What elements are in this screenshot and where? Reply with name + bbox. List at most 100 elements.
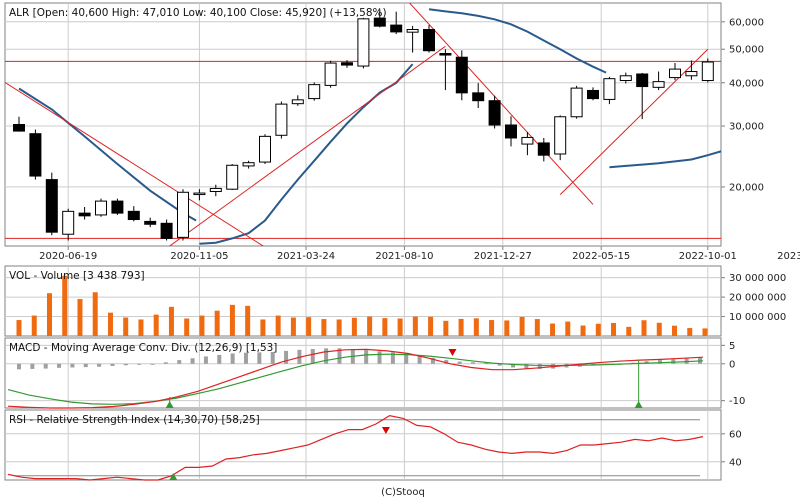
volume-bar: [504, 320, 510, 336]
buy-signal-marker: [634, 401, 643, 408]
rsi-y-ticks: 60 40: [721, 429, 742, 468]
macd-histogram-bar: [444, 360, 449, 364]
volume-bar: [138, 319, 144, 336]
volume-bar: [397, 318, 403, 336]
candle-body: [78, 212, 91, 217]
rsi-lines: [7, 414, 704, 481]
rsi-markers: [169, 427, 390, 480]
candle-up: [259, 134, 271, 164]
candle-body: [505, 124, 517, 139]
candle-body: [472, 92, 485, 102]
volume-bar: [123, 317, 129, 336]
volume-bar: [336, 319, 342, 336]
macd-histogram-bar: [230, 353, 235, 364]
macd-histogram-bar: [190, 358, 195, 364]
macd-histogram-bar: [537, 363, 542, 369]
macd-histogram-bar: [377, 351, 382, 364]
price-x-tick-label: 2022-05-15: [572, 251, 630, 262]
candle-up: [226, 163, 239, 190]
moving-average-line: [199, 63, 414, 245]
volume-bar: [550, 323, 556, 336]
macd-histogram-bar: [284, 350, 289, 364]
candle-body: [144, 220, 157, 225]
candle-up: [193, 189, 206, 201]
candle-down: [472, 83, 485, 109]
candle-body: [29, 133, 42, 177]
volume-bar: [168, 306, 174, 336]
candle-up: [209, 184, 222, 197]
price-title: ALR [Open: 40,600 High: 47,010 Low: 40,1…: [9, 7, 387, 19]
volume-bar: [16, 320, 22, 336]
price-trend-line: [168, 45, 446, 246]
volume-bars: [16, 275, 708, 336]
candle-down: [127, 206, 140, 222]
macd-histogram-bar: [511, 363, 516, 368]
volume-bar: [260, 319, 266, 336]
price-x-ticks: 2020-06-19 2020-11-05 2021-03-24 2021-08-10…: [39, 246, 800, 262]
candle-down: [341, 60, 353, 68]
candle-down: [373, 9, 386, 28]
candle-up: [619, 72, 632, 84]
volume-bar: [412, 316, 418, 336]
price-x-tick-label: 2020-06-19: [39, 251, 97, 262]
price-y-tick-label: 40,000: [729, 78, 764, 89]
macd-histogram-bar: [177, 360, 182, 364]
footer-credit: (C)Stooq: [381, 487, 425, 498]
volume-bar: [382, 318, 388, 336]
buy-signal-marker: [165, 401, 174, 408]
volume-bar: [184, 318, 190, 336]
volume-bar: [214, 310, 220, 336]
macd-histogram-bar: [244, 352, 248, 364]
macd-histogram-bar: [457, 361, 462, 364]
candle-up: [603, 76, 616, 105]
candle-body: [619, 75, 632, 82]
candle-up: [275, 101, 288, 139]
candle-body: [209, 187, 222, 193]
candle-down: [488, 95, 501, 129]
volume-bar: [31, 315, 37, 336]
price-x-tick-label: 2021-12-27: [474, 251, 532, 262]
volume-y-tick-label: 30 000 000: [729, 273, 786, 284]
price-x-tick-label: 2021-08-10: [375, 251, 433, 262]
candle-down: [505, 116, 517, 147]
candle-up: [406, 25, 419, 53]
candle-body: [160, 222, 173, 239]
macd-histogram-bar: [150, 363, 155, 365]
candle-body: [127, 210, 140, 221]
rsi-title: RSI - Relative Strength Index (14,30,70)…: [9, 414, 260, 426]
macd-markers: [165, 349, 643, 408]
candle-down: [537, 137, 550, 162]
volume-bar: [580, 325, 586, 336]
candle-up: [554, 115, 567, 161]
volume-bar: [275, 315, 281, 336]
candles: [13, 9, 714, 241]
macd-y-tick-label: 0: [729, 359, 735, 370]
candle-down: [439, 49, 452, 91]
volume-y-tick-label: 20 000 000: [729, 293, 786, 304]
moving-average-line: [428, 8, 607, 74]
rsi-y-tick-label: 40: [729, 457, 742, 468]
price-y-tick-label: 50,000: [729, 45, 764, 56]
candle-body: [95, 200, 107, 216]
candle-body: [308, 84, 321, 100]
candle-body: [701, 61, 714, 82]
volume-bar: [489, 320, 495, 336]
macd-histogram-bar: [123, 363, 128, 366]
volume-bar: [62, 275, 68, 336]
candle-body: [587, 89, 599, 100]
volume-bar: [565, 321, 571, 336]
macd-histogram-bar: [390, 352, 395, 364]
candle-down: [160, 219, 173, 241]
macd-histogram-bar: [497, 363, 502, 366]
volume-bar: [611, 322, 617, 336]
volume-bar: [46, 293, 52, 336]
macd-title: MACD - Moving Average Conv. Div. (12,26,…: [9, 342, 277, 354]
macd-histogram-bar: [203, 356, 208, 364]
candle-body: [554, 116, 567, 155]
candle-up: [324, 60, 337, 88]
candle-body: [226, 164, 239, 190]
volume-bar: [229, 304, 235, 336]
candle-body: [455, 56, 468, 94]
candle-body: [291, 99, 304, 105]
